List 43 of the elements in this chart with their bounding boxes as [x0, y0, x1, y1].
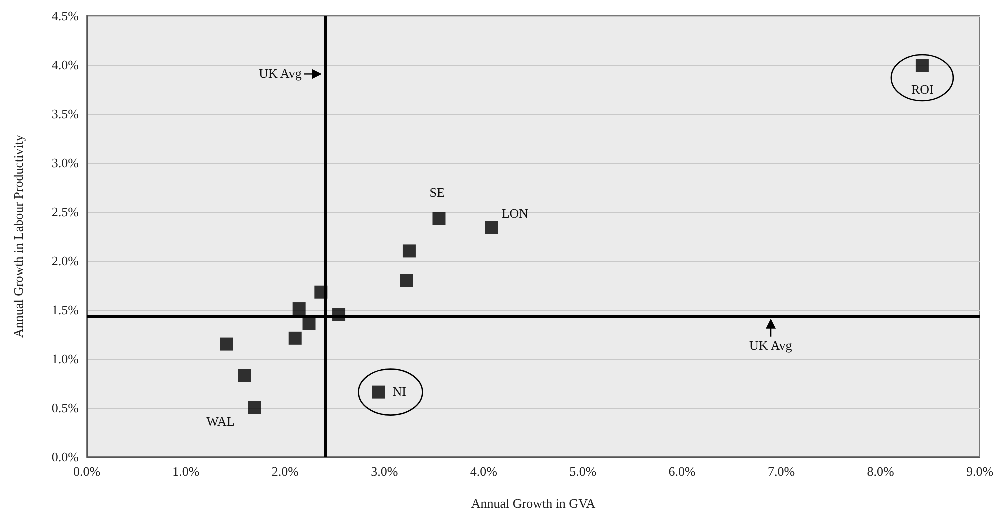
point	[220, 338, 234, 351]
point	[292, 302, 306, 316]
x-tick-label: 1.0%	[172, 464, 200, 479]
point	[432, 212, 446, 226]
point	[332, 308, 346, 322]
point	[916, 59, 929, 72]
x-tick-label: 5.0%	[570, 464, 597, 479]
y-tick-label: 1.0%	[52, 352, 80, 366]
x-axis-title: Annual Growth in GVA	[471, 496, 596, 511]
point	[248, 402, 262, 414]
annotation: WAL	[206, 414, 235, 430]
annotation: LON	[502, 206, 529, 222]
x-tick-label: 8.0%	[867, 464, 894, 479]
point	[238, 369, 252, 382]
y-tick-label: 4.5%	[52, 8, 80, 24]
point	[314, 286, 328, 299]
x-tick-label: 3.0%	[371, 464, 398, 479]
point	[485, 221, 498, 234]
point	[402, 244, 416, 258]
y-tick-label: 3.0%	[52, 156, 80, 170]
y-tick-label: 1.5%	[52, 302, 80, 318]
y-axis-title: Annual Growth in Labour Productivity	[11, 134, 26, 338]
y-tick-label: 0.5%	[52, 400, 80, 416]
point	[400, 274, 413, 288]
x-tick-label: 6.0%	[668, 464, 696, 479]
x-tick-label: 9.0%	[966, 464, 994, 479]
x-tick-label: 0.0%	[73, 464, 101, 479]
x-tick-label: 4.0%	[470, 464, 498, 479]
ref-line-label: UK Avg	[259, 66, 302, 82]
x-tick-label: 7.0%	[768, 464, 796, 479]
x-tick-label: 2.0%	[272, 464, 300, 479]
annotation: NI	[392, 384, 406, 400]
point	[372, 386, 386, 399]
point	[288, 332, 302, 345]
ref-line-label: UK Avg	[750, 338, 792, 354]
y-tick-label: 0.0%	[52, 450, 80, 464]
y-tick-label: 4.0%	[52, 58, 80, 72]
annotation: ROI	[911, 82, 934, 98]
y-tick-label: 2.0%	[52, 254, 80, 268]
point	[302, 317, 316, 330]
y-tick-label: 2.5%	[52, 204, 80, 220]
y-tick-label: 3.5%	[52, 106, 80, 122]
annotation: SE	[430, 184, 445, 201]
